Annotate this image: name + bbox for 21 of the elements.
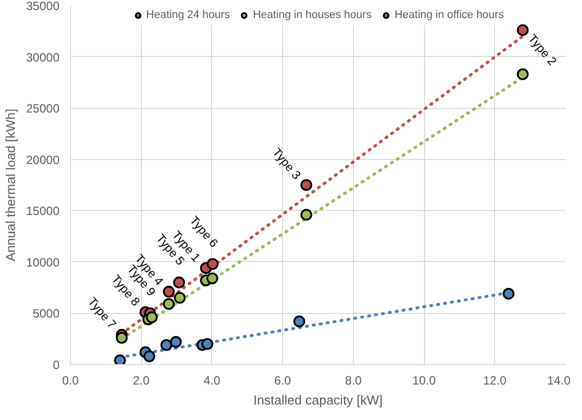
legend-label: Heating in office hours (394, 9, 504, 21)
x-tick-label: 4.0 (204, 374, 221, 388)
legend-label: Heating in houses hours (252, 9, 372, 21)
y-tick-label: 20000 (26, 152, 60, 167)
legend-label: Heating 24 hours (146, 9, 230, 21)
x-axis-title: Installed capacity [kW] (253, 392, 383, 408)
y-tick-label: 10000 (26, 255, 60, 270)
y-tick-label: 35000 (26, 0, 60, 13)
y-axis-title: Annual thermal load [kWh] (3, 108, 18, 262)
x-tick-label: 12.0 (483, 374, 507, 388)
y-tick-label: 5000 (32, 306, 60, 321)
x-tick-label: 10.0 (412, 374, 436, 388)
y-tick-label: 15000 (26, 204, 60, 218)
x-tick-label: 8.0 (345, 374, 362, 388)
x-tick-label: 6.0 (274, 374, 292, 388)
x-tick-label: 0.0 (62, 374, 80, 388)
x-tick-label: 2.0 (132, 374, 150, 388)
y-tick-label: 25000 (26, 102, 60, 116)
y-tick-label: 0 (52, 358, 60, 372)
y-tick-label: 30000 (26, 50, 60, 64)
x-tick-label: 14.0 (547, 374, 571, 388)
